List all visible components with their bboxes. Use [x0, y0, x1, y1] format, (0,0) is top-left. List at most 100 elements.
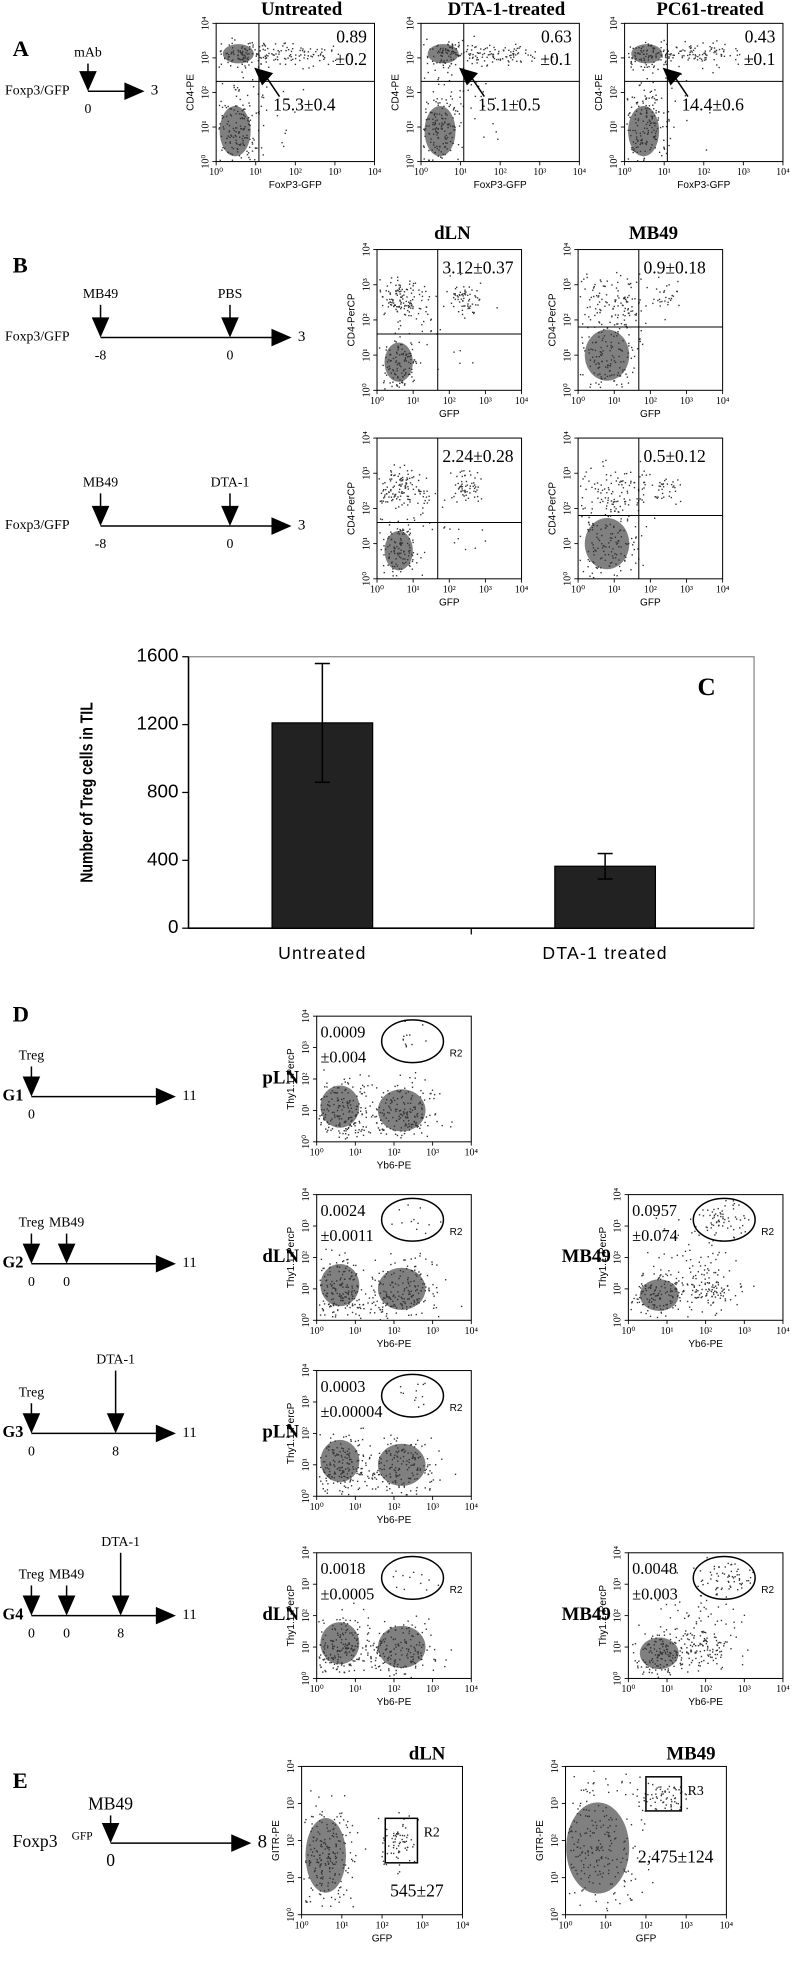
event-dot: [419, 362, 422, 364]
x-tick-label: 10⁰: [621, 1326, 635, 1337]
event-dot: [605, 524, 607, 526]
event-dot: [631, 346, 633, 349]
event-dot: [630, 310, 632, 313]
event-dot: [362, 1304, 364, 1306]
x-tick-label: 10⁴: [716, 396, 730, 407]
event-dot: [374, 1312, 376, 1314]
event-dot: [705, 1640, 708, 1642]
event-dot: [614, 471, 617, 473]
event-dot: [233, 53, 235, 56]
event-dot: [703, 1274, 705, 1276]
event-dot: [404, 558, 406, 560]
event-dot: [637, 146, 639, 148]
gate-label: R2: [761, 1227, 774, 1238]
event-dot: [220, 43, 223, 45]
event-dot: [722, 1645, 725, 1647]
event-dot: [350, 1648, 352, 1650]
event-dot: [231, 37, 233, 39]
event-dot: [437, 128, 439, 130]
event-dot: [598, 383, 600, 386]
event-dot: [361, 1647, 364, 1649]
event-dot: [347, 1127, 350, 1130]
event-dot: [397, 1460, 399, 1462]
event-dot: [248, 124, 250, 126]
event-dot: [357, 1131, 359, 1134]
event-dot: [411, 298, 414, 301]
event-dot: [657, 496, 659, 498]
event-dot: [594, 549, 596, 551]
event-dot: [411, 553, 413, 556]
event-dot: [377, 1469, 379, 1472]
event-dot: [640, 139, 642, 142]
event-dot: [625, 542, 627, 545]
event-dot: [398, 533, 401, 535]
event-dot: [698, 1214, 701, 1216]
event-dot: [265, 57, 267, 60]
event-dot: [252, 86, 255, 88]
event-dot: [388, 557, 390, 560]
event-dot: [613, 506, 616, 508]
event-dot: [625, 472, 628, 475]
event-dot: [421, 574, 424, 576]
event-dot: [370, 1657, 372, 1659]
event-dot: [409, 1293, 411, 1295]
event-dot: [334, 1316, 337, 1318]
event-dot: [610, 359, 613, 361]
event-dot: [409, 1102, 412, 1105]
event-dot: [661, 1669, 663, 1671]
event-dot: [246, 153, 249, 156]
event-dot: [456, 295, 458, 297]
event-dot: [261, 96, 263, 98]
event-dot: [707, 1290, 709, 1293]
event-dot: [618, 355, 620, 358]
event-dot: [445, 99, 447, 101]
event-dot: [614, 331, 617, 334]
event-dot: [720, 1287, 723, 1289]
event-dot: [435, 295, 437, 298]
event-dot: [397, 346, 399, 349]
gate-value: 0.0003: [320, 1377, 365, 1396]
event-dot: [640, 1283, 643, 1285]
event-dot: [616, 374, 619, 376]
event-dot: [748, 1219, 750, 1221]
event-dot: [665, 1273, 667, 1275]
event-dot: [669, 1300, 671, 1302]
event-dot: [398, 506, 400, 508]
event-dot: [627, 158, 630, 160]
event-dot: [357, 1307, 359, 1309]
event-day: 0: [63, 1274, 70, 1289]
event-dot: [698, 1284, 701, 1287]
event-dot: [407, 1091, 410, 1093]
event-dot: [658, 111, 660, 113]
event-dot: [408, 1298, 410, 1300]
event-dot: [650, 1284, 653, 1286]
event-dot: [467, 305, 469, 307]
event-dot: [667, 50, 669, 52]
event-dot: [411, 1624, 413, 1626]
event-dot: [413, 1115, 416, 1118]
event-dot: [583, 347, 585, 349]
event-dot: [349, 1104, 352, 1106]
event-dot: [356, 1291, 359, 1293]
event-dot: [406, 1034, 408, 1036]
event-dot: [434, 492, 437, 495]
event-dot: [347, 1118, 350, 1120]
event-dot: [242, 140, 244, 142]
event-dot: [720, 1642, 722, 1644]
event-dot: [360, 1092, 363, 1095]
x-tick-label: 10¹: [608, 396, 621, 407]
event-dot: [735, 1636, 737, 1638]
event-dot: [412, 558, 414, 561]
event-dot: [346, 1644, 349, 1646]
event-dot: [720, 1213, 722, 1215]
event-dot: [423, 320, 425, 323]
event-dot: [238, 143, 240, 146]
event-dot: [354, 1122, 356, 1124]
event-dot: [652, 1667, 654, 1669]
event-dot: [410, 315, 412, 317]
event-dot: [654, 135, 657, 137]
event-dot: [331, 1098, 333, 1100]
event-dot: [482, 91, 484, 93]
event-dot: [650, 1285, 652, 1287]
event-dot: [692, 1284, 694, 1286]
